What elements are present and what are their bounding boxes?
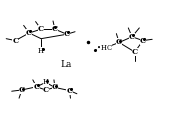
Text: C: C <box>66 87 73 95</box>
Text: C: C <box>132 48 138 56</box>
Text: C: C <box>19 86 25 94</box>
Text: La: La <box>60 60 72 69</box>
Text: C: C <box>26 29 32 37</box>
Text: H: H <box>38 47 44 55</box>
Text: C: C <box>38 25 44 33</box>
Text: C: C <box>64 30 70 38</box>
Text: C: C <box>52 25 58 33</box>
Text: •HC: •HC <box>97 44 112 52</box>
Text: C: C <box>33 83 40 91</box>
Text: C: C <box>116 39 122 46</box>
Text: C: C <box>129 33 135 41</box>
Text: C: C <box>140 37 146 45</box>
Text: C: C <box>43 86 49 94</box>
Text: C: C <box>52 83 58 91</box>
Text: C: C <box>12 37 18 45</box>
Text: H: H <box>43 78 49 86</box>
